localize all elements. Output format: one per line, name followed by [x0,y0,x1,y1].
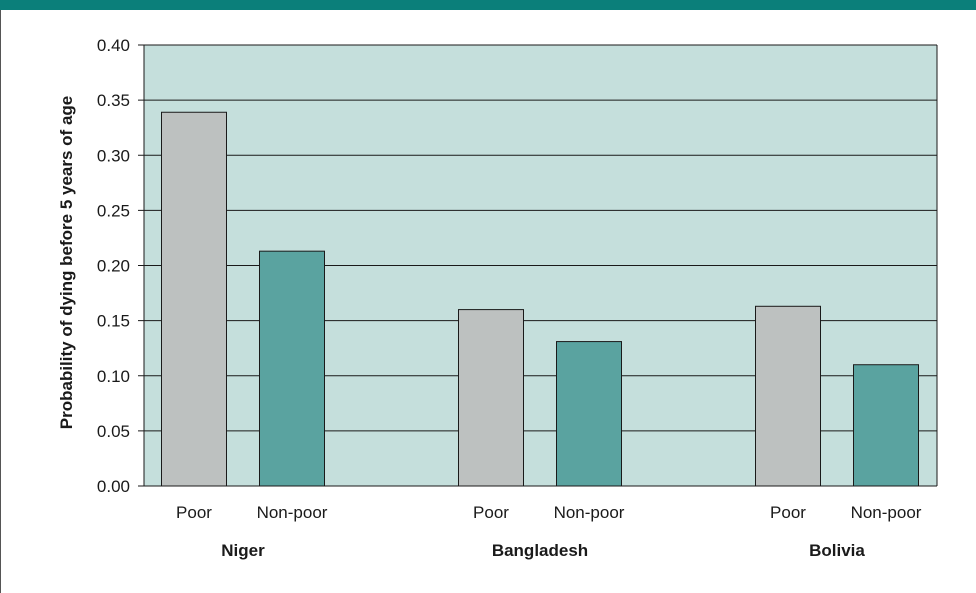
category-label: Non-poor [257,503,328,522]
y-tick-label: 0.35 [97,91,130,110]
group-label: Niger [221,541,265,560]
group-label: Bolivia [809,541,865,560]
y-tick-label: 0.10 [97,367,130,386]
category-label: Non-poor [554,503,625,522]
y-tick-label: 0.30 [97,146,130,165]
bar-bangladesh-poor [458,309,524,487]
category-label: Poor [770,503,806,522]
y-tick-labels: 0.00 0.05 0.10 0.15 0.20 0.25 0.30 0.35 0.40 [97,36,130,496]
y-tick-label: 0.00 [97,477,130,496]
category-label: Non-poor [851,503,922,522]
y-tick-label: 0.05 [97,422,130,441]
bar-niger-poor [161,111,227,487]
bar-bangladesh-non-poor [556,341,622,487]
bars [161,111,919,487]
bar-bolivia-non-poor [853,364,919,487]
x-labels: Poor Non-poor Niger Poor Non-poor Bangladesh P… [176,503,922,560]
category-label: Poor [176,503,212,522]
frame-left-border [0,10,1,593]
y-tick-label: 0.15 [97,312,130,331]
y-tick-label: 0.25 [97,201,130,220]
axes [143,45,938,487]
header-bar [0,0,976,10]
bar-bolivia-poor [755,305,821,487]
bar-niger-non-poor [259,250,325,487]
category-label: Poor [473,503,509,522]
y-tick-label: 0.20 [97,257,130,276]
y-axis-title: Probability of dying before 5 years of a… [57,96,76,429]
y-tick-label: 0.40 [97,36,130,55]
group-label: Bangladesh [492,541,588,560]
